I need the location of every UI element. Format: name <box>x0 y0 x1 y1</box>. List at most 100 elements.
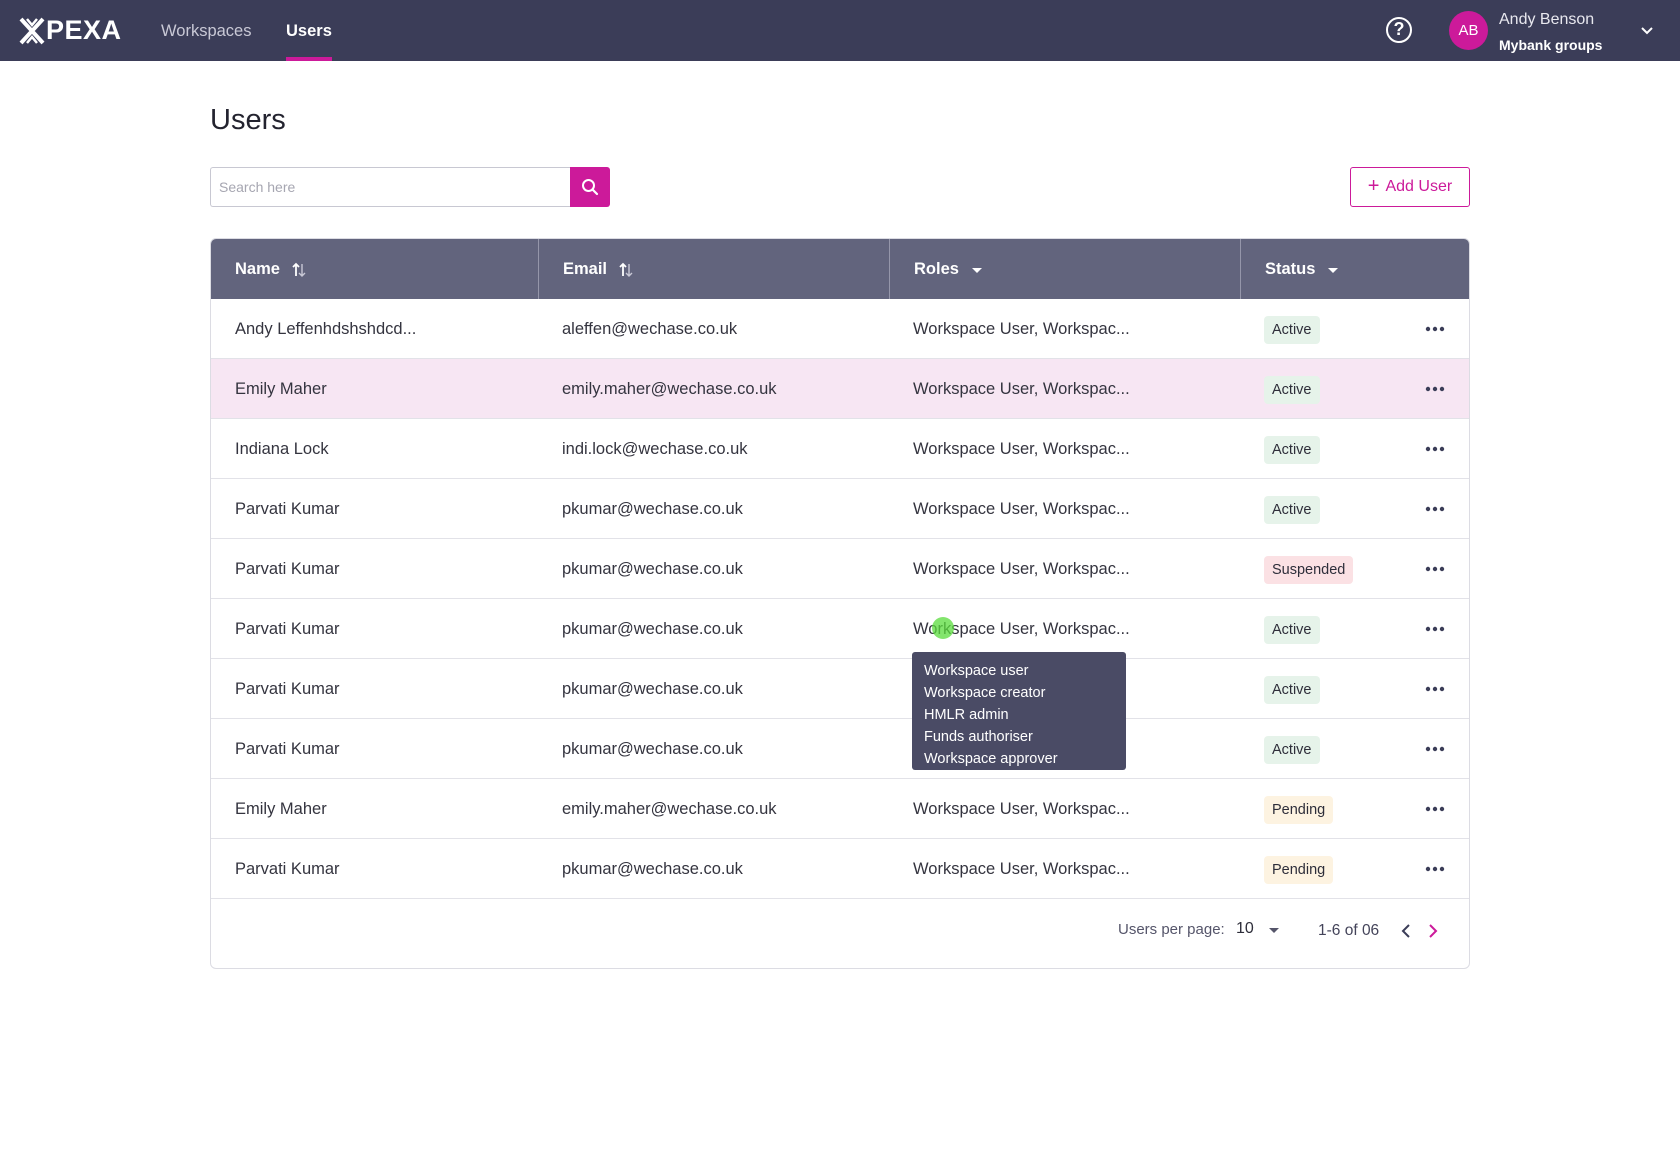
user-name-cell: Parvati Kumar <box>235 500 340 518</box>
table-row[interactable]: Indiana Lock indi.lock@wechase.co.uk Works… <box>211 419 1469 479</box>
table-row[interactable]: Parvati Kumar pkumar@wechase.co.uk Workspa… <box>211 479 1469 539</box>
tooltip-role: HMLR admin <box>924 707 1009 723</box>
user-org[interactable]: Mybank groups <box>1499 37 1603 53</box>
more-options-icon[interactable] <box>1423 740 1447 758</box>
more-options-icon[interactable] <box>1423 320 1447 338</box>
status-badge: Active <box>1264 316 1320 344</box>
status-badge: Active <box>1264 736 1320 764</box>
status-cell: Active <box>1264 614 1320 644</box>
tooltip-role: Funds authoriser <box>924 729 1033 745</box>
user-name-cell: Parvati Kumar <box>235 740 340 758</box>
sort-icon[interactable] <box>618 261 634 279</box>
more-options-icon[interactable] <box>1423 500 1447 518</box>
per-page-select[interactable]: 10 <box>1236 920 1254 937</box>
status-badge: Active <box>1264 676 1320 704</box>
search-icon <box>582 179 599 196</box>
table-row[interactable]: Emily Maher emily.maher@wechase.co.uk Work… <box>211 779 1469 839</box>
pexa-logo[interactable]: PEXA <box>19 14 122 47</box>
table-row[interactable]: Andy Leffenhdshshdcd... aleffen@wechase.c… <box>211 299 1469 359</box>
user-roles-cell: Workspace User, Workspac... <box>913 560 1130 578</box>
caret-down-icon[interactable] <box>970 265 984 275</box>
more-options-icon[interactable] <box>1423 620 1447 638</box>
logo-text: PEXA <box>46 15 122 45</box>
more-options-icon[interactable] <box>1423 680 1447 698</box>
add-user-label: Add User <box>1385 178 1453 195</box>
user-name-cell: Emily Maher <box>235 800 327 818</box>
nav-link-workspaces[interactable]: Workspaces <box>161 22 252 40</box>
user-name[interactable]: Andy Benson <box>1499 11 1595 28</box>
cursor-indicator <box>932 617 954 639</box>
column-header-status-label: Status <box>1265 260 1316 278</box>
status-cell: Suspended <box>1264 554 1354 584</box>
per-page-label: Users per page: <box>1118 921 1225 938</box>
user-name-cell: Parvati Kumar <box>235 620 340 638</box>
help-icon[interactable]: ? <box>1386 17 1412 43</box>
caret-down-icon[interactable] <box>1267 926 1281 936</box>
user-roles-cell: Workspace User, Workspac... <box>913 620 1130 638</box>
chevron-down-icon[interactable] <box>1639 22 1655 38</box>
sort-icon[interactable] <box>291 261 307 279</box>
more-options-icon[interactable] <box>1423 860 1447 878</box>
top-nav-bar: PEXA Workspaces Users ? AB Andy Benson M… <box>0 0 1680 61</box>
table-row[interactable]: Parvati Kumar pkumar@wechase.co.uk Active <box>211 659 1469 719</box>
table-row[interactable]: Emily Maher emily.maher@wechase.co.uk Work… <box>211 359 1469 419</box>
table-header: Name Email Roles Status <box>211 239 1469 299</box>
user-name-cell: Parvati Kumar <box>235 680 340 698</box>
user-email-cell: pkumar@wechase.co.uk <box>562 620 743 638</box>
user-name-cell: Emily Maher <box>235 380 327 398</box>
status-cell: Active <box>1264 674 1320 704</box>
column-header-roles-label: Roles <box>914 260 959 278</box>
plus-icon: + <box>1367 175 1380 197</box>
avatar[interactable]: AB <box>1449 11 1488 50</box>
table-row[interactable]: Parvati Kumar pkumar@wechase.co.uk Workspa… <box>211 539 1469 599</box>
status-badge: Suspended <box>1264 556 1354 584</box>
user-roles-cell: Workspace User, Workspac... <box>913 860 1130 878</box>
status-cell: Active <box>1264 734 1320 764</box>
user-name-cell: Parvati Kumar <box>235 860 340 878</box>
pexa-logo-icon <box>19 17 45 44</box>
column-header-email[interactable]: Email <box>538 239 889 299</box>
status-badge: Active <box>1264 436 1320 464</box>
user-roles-cell: Workspace User, Workspac... <box>913 500 1130 518</box>
table-row[interactable]: Parvati Kumar pkumar@wechase.co.uk Active <box>211 719 1469 779</box>
caret-down-icon[interactable] <box>1326 265 1340 275</box>
column-header-name[interactable]: Name <box>211 239 538 299</box>
status-cell: Active <box>1264 434 1320 464</box>
more-options-icon[interactable] <box>1423 800 1447 818</box>
user-email-cell: emily.maher@wechase.co.uk <box>562 380 777 398</box>
tooltip-role: Workspace user <box>924 663 1029 679</box>
table-row[interactable]: Parvati Kumar pkumar@wechase.co.uk Workspa… <box>211 839 1469 899</box>
user-roles-cell: Workspace User, Workspac... <box>913 800 1130 818</box>
more-options-icon[interactable] <box>1423 560 1447 578</box>
search-button[interactable] <box>570 167 610 207</box>
status-badge: Active <box>1264 616 1320 644</box>
user-email-cell: pkumar@wechase.co.uk <box>562 740 743 758</box>
status-cell: Active <box>1264 494 1320 524</box>
user-email-cell: indi.lock@wechase.co.uk <box>562 440 748 458</box>
nav-link-users[interactable]: Users <box>286 0 332 61</box>
roles-tooltip: Workspace user Workspace creator HMLR ad… <box>912 652 1126 770</box>
more-options-icon[interactable] <box>1423 380 1447 398</box>
column-header-status[interactable]: Status <box>1240 239 1469 299</box>
more-options-icon[interactable] <box>1423 440 1447 458</box>
user-name-cell: Indiana Lock <box>235 440 329 458</box>
chevron-left-icon[interactable] <box>1398 922 1414 940</box>
search-input[interactable] <box>210 167 571 207</box>
tooltip-role: Workspace approver <box>924 751 1058 767</box>
pagination: Users per page: 10 1-6 of 06 <box>211 899 1469 968</box>
status-badge: Pending <box>1264 856 1334 884</box>
user-roles-cell: Workspace User, Workspac... <box>913 320 1130 338</box>
tooltip-role: Workspace creator <box>924 685 1046 701</box>
user-email-cell: aleffen@wechase.co.uk <box>562 320 738 338</box>
user-email-cell: emily.maher@wechase.co.uk <box>562 800 777 818</box>
chevron-right-icon[interactable] <box>1425 922 1441 940</box>
user-roles-cell: Workspace User, Workspac... <box>913 440 1130 458</box>
status-cell: Pending <box>1264 854 1334 884</box>
status-badge: Active <box>1264 496 1320 524</box>
column-header-roles[interactable]: Roles <box>889 239 1240 299</box>
users-table: Name Email Roles Status Andy Le <box>210 238 1470 969</box>
column-header-name-label: Name <box>235 260 280 278</box>
status-cell: Pending <box>1264 794 1334 824</box>
table-row[interactable]: Parvati Kumar pkumar@wechase.co.uk Workspa… <box>211 599 1469 659</box>
add-user-button[interactable]: + Add User <box>1350 167 1470 207</box>
